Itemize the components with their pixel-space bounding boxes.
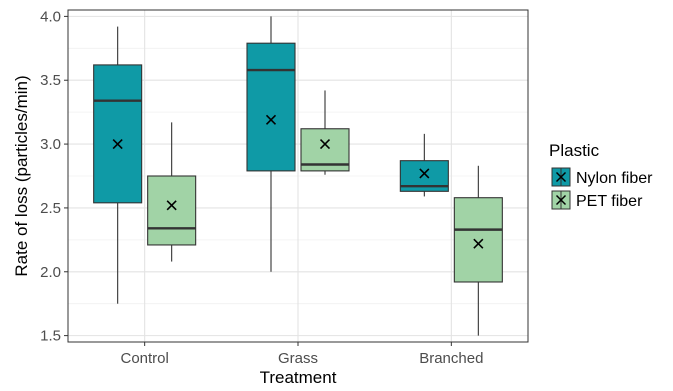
box-nylon-fiber-control xyxy=(93,26,143,304)
x-tick-label: Control xyxy=(120,350,168,367)
x-axis: Control Grass Branched xyxy=(120,342,483,367)
legend-title: Plastic xyxy=(549,141,600,160)
legend-item: PET fiber xyxy=(551,190,643,210)
box-pet-fiber-grass xyxy=(300,90,350,175)
y-tick-label: 3.5 xyxy=(40,72,61,89)
mean-marker xyxy=(166,200,177,211)
box-iqr xyxy=(147,175,197,246)
y-tick-label: 3.0 xyxy=(40,136,61,153)
mean-marker xyxy=(112,139,123,150)
y-tick-label: 4.0 xyxy=(40,8,61,25)
mean-marker xyxy=(319,139,331,150)
y-tick-label: 2.0 xyxy=(40,264,61,281)
y-tick-label: 2.5 xyxy=(40,200,61,217)
legend: Plastic Nylon fiber PET fiber xyxy=(549,141,653,210)
x-axis-title: Treatment xyxy=(260,368,337,386)
box-iqr xyxy=(246,42,296,172)
grid-major xyxy=(68,10,528,342)
boxes xyxy=(93,16,503,336)
box-nylon-fiber-grass xyxy=(246,16,296,272)
mean-marker xyxy=(473,238,484,249)
legend-label: PET fiber xyxy=(576,193,643,210)
x-tick-label: Branched xyxy=(419,350,483,367)
legend-item: Nylon fiber xyxy=(551,167,653,187)
y-tick-label: 1.5 xyxy=(40,328,61,345)
legend-key-mean xyxy=(555,194,567,206)
x-tick-label: Grass xyxy=(278,350,318,367)
legend-label: Nylon fiber xyxy=(576,170,653,187)
mean-marker xyxy=(419,168,430,179)
y-axis-title: Rate of loss (particles/min) xyxy=(12,75,31,276)
legend-key-mean xyxy=(555,171,567,183)
box-iqr xyxy=(453,197,503,283)
box-iqr xyxy=(93,64,143,204)
y-axis: 1.5 2.0 2.5 3.0 3.5 4.0 xyxy=(40,8,68,345)
box-nylon-fiber-branched xyxy=(399,133,449,197)
mean-marker xyxy=(265,114,277,125)
box-pet-fiber-control xyxy=(147,122,197,262)
box-pet-fiber-branched xyxy=(453,165,503,336)
